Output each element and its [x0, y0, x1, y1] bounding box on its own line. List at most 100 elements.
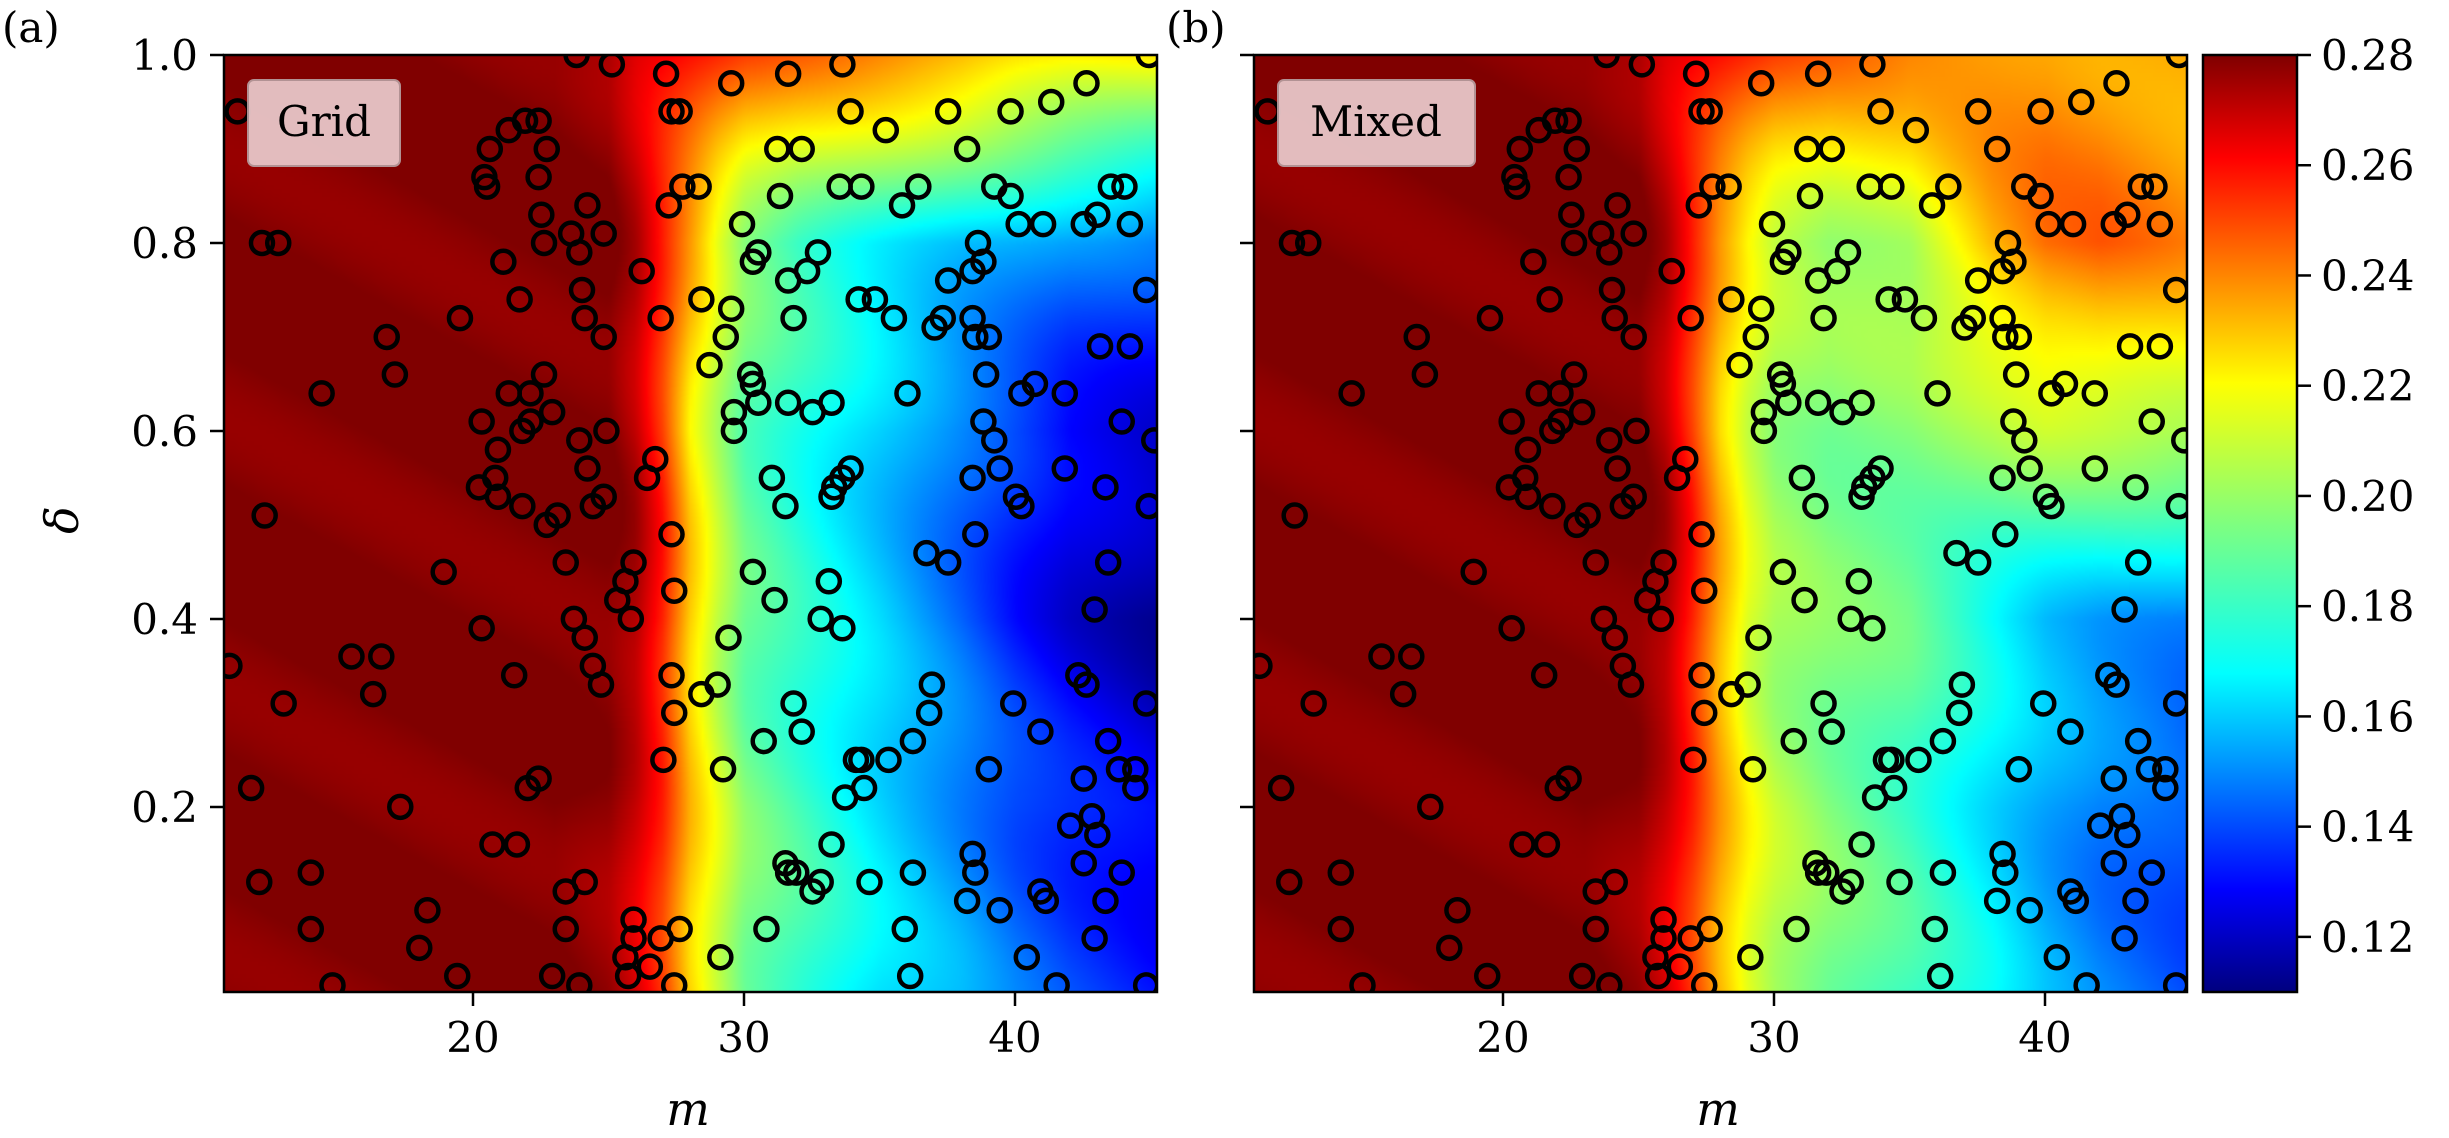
sample-point: [2100, 849, 2128, 877]
sample-point: [1983, 887, 2011, 915]
sample-point: [1267, 774, 1295, 802]
sample-point: [525, 107, 552, 135]
sample-point: [308, 380, 335, 407]
sample-point: [2043, 943, 2071, 971]
sample-point: [658, 662, 685, 689]
sample-point: [896, 962, 924, 990]
sample-point: [1796, 182, 1824, 210]
sample-point: [1992, 521, 2019, 548]
sample-point: [1810, 690, 1837, 717]
sample-point: [538, 398, 566, 426]
sample-point: [506, 286, 533, 313]
sample-point: [818, 389, 845, 416]
sample-point: [1935, 173, 1962, 200]
x-tick-label: 40: [988, 1013, 1041, 1062]
y-tick-label: 1.0: [131, 31, 198, 80]
sample-point: [1769, 558, 1797, 586]
sample-point: [381, 361, 409, 388]
sample-point: [1084, 821, 1111, 849]
sample-point: [1498, 408, 1525, 435]
sample-point: [2073, 972, 2100, 992]
sample-point: [934, 98, 962, 125]
sample-point: [1650, 549, 1677, 576]
sample-point: [1992, 323, 2019, 351]
sample-point: [2011, 427, 2038, 454]
sample-point: [829, 55, 856, 78]
sample-point: [1368, 643, 1395, 670]
x-tick-label: 30: [717, 1013, 770, 1062]
sample-point: [715, 624, 742, 651]
sample-point: [1699, 173, 1726, 200]
sample-point: [1403, 323, 1430, 351]
sample-point: [1596, 239, 1623, 266]
sample-point: [655, 192, 683, 219]
sample-point: [1084, 201, 1111, 229]
sample-point: [1398, 643, 1425, 670]
sample-point: [1568, 962, 1596, 990]
sample-point: [2111, 596, 2138, 623]
sample-point: [1690, 972, 1718, 992]
sample-point: [929, 304, 956, 332]
sample-point: [566, 239, 593, 266]
sample-point: [373, 323, 400, 351]
sample-point: [758, 464, 786, 492]
sample-point: [1536, 286, 1563, 313]
sample-point: [1666, 953, 1694, 980]
sample-point: [953, 135, 981, 163]
sample-point: [1604, 455, 1631, 482]
sample-point: [1097, 173, 1125, 200]
colorbar-tick-label: 0.12: [2321, 913, 2415, 962]
sample-point: [1111, 173, 1138, 200]
sample-point: [414, 896, 441, 924]
sample-point: [1688, 521, 1715, 548]
label-box-b-text: Mixed: [1310, 97, 1442, 146]
sample-point: [237, 774, 265, 802]
sample-point: [1837, 605, 1864, 633]
panel-a-frame: [222, 53, 1159, 994]
sample-point: [720, 417, 748, 445]
sample-point: [566, 972, 593, 992]
sample-point: [745, 239, 772, 266]
sample-point: [1878, 173, 1905, 200]
sample-point: [2103, 671, 2130, 698]
sample-point: [652, 60, 680, 88]
sample-point: [848, 746, 875, 774]
y-ticks-a: 0.2 0.4 0.6 0.8 1.0: [131, 31, 224, 832]
sample-point: [799, 878, 826, 905]
sample-point: [1964, 549, 1992, 576]
panel-tag-b: (b): [1166, 3, 1226, 52]
sample-point: [530, 229, 558, 257]
sample-point: [1783, 915, 1810, 943]
sample-point: [1628, 55, 1656, 78]
sample-point: [1092, 887, 1119, 915]
sample-point: [1680, 746, 1707, 774]
sample-point: [818, 831, 845, 858]
sample-point: [1533, 831, 1561, 858]
sample-point: [959, 840, 986, 868]
panel-tag-a: (a): [2, 3, 60, 52]
sample-point: [1726, 351, 1753, 379]
sample-point: [604, 586, 631, 614]
sample-point: [1601, 868, 1628, 896]
sample-point: [1948, 671, 1976, 698]
sample-point: [728, 210, 756, 238]
sample-point: [1750, 398, 1778, 426]
sample-point: [831, 784, 859, 811]
sample-point: [446, 304, 474, 332]
sample-point: [1620, 323, 1647, 351]
sample-point: [1804, 859, 1832, 886]
sample-point: [297, 915, 325, 943]
sample-point: [2162, 690, 2187, 717]
colorbar-ticks: 0.28 0.26 0.24 0.22 0.20 0.18 0.16 0.14 0.12: [2297, 31, 2415, 962]
colorbar-tick-label: 0.22: [2321, 362, 2415, 411]
sample-point: [1929, 727, 1957, 755]
x-tick-label: 20: [446, 1013, 499, 1062]
sample-point: [2081, 380, 2109, 407]
sample-point: [997, 98, 1024, 125]
sample-point: [899, 727, 927, 755]
sample-point: [1989, 304, 2016, 332]
sample-point: [473, 173, 501, 200]
sample-point: [1582, 915, 1609, 943]
sample-point: [587, 671, 615, 698]
